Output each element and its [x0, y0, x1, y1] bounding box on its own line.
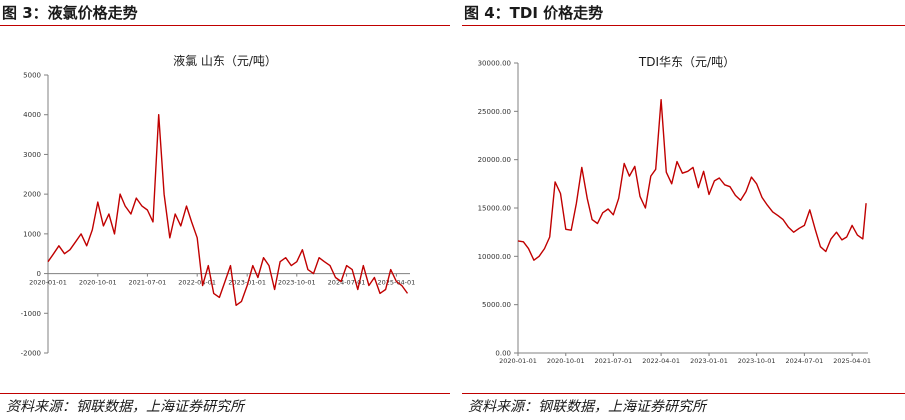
y-tick-label: -2000 — [21, 350, 41, 358]
y-tick-label: 15000.00 — [478, 205, 511, 213]
chart-title: 液氯 山东（元/吨） — [173, 53, 277, 68]
x-tick-label: 2022-04-01 — [178, 279, 216, 287]
series-line — [517, 98, 867, 261]
chart-tdi: TDI华东（元/吨） 0.00 5000.00 10000.00 15000.00 20… — [478, 55, 871, 365]
x-tick-label: 2020-10-01 — [79, 279, 117, 287]
x-tick-label: 2021-07-01 — [594, 357, 632, 365]
x-tick-label: 2023-01-01 — [228, 279, 266, 287]
x-tick-label: 2023-01-01 — [690, 357, 728, 365]
source-note: 资料来源：钢联数据，上海证券研究所 — [6, 399, 244, 415]
x-tick-label: 2020-10-01 — [547, 357, 585, 365]
y-tick-label: 0.00 — [495, 350, 511, 358]
source-note: 资料来源：钢联数据，上海证券研究所 — [468, 399, 706, 415]
figure-4-panel: 图 4：TDI 价格走势 TDI华东（元/吨） 0.00 5000.00 10000… — [462, 0, 905, 420]
x-tick-label: 2020-01-01 — [499, 357, 537, 365]
y-tick-label: 5000 — [23, 72, 41, 80]
x-tick-label: 2024-07-01 — [785, 357, 823, 365]
x-tick-label: 2020-01-01 — [29, 279, 67, 287]
series-line — [47, 113, 409, 306]
figure-3-panel: 图 3：液氯价格走势 液氯 山东（元/吨） -2000 -1000 0 1000 200… — [0, 0, 450, 420]
y-tick-label: 3000 — [23, 151, 41, 159]
chart-liquid-chlorine: 液氯 山东（元/吨） -2000 -1000 0 1000 2000 3000 4000 50… — [21, 53, 416, 358]
x-tick-label: 2023-10-01 — [738, 357, 776, 365]
y-tick-label: 10000.00 — [478, 253, 511, 261]
source-divider — [462, 393, 905, 394]
title-divider — [462, 25, 905, 26]
y-tick-label: 4000 — [23, 111, 41, 119]
chart-title: TDI华东（元/吨） — [638, 55, 735, 69]
x-tick-label: 2022-04-01 — [642, 357, 680, 365]
y-tick-label: -1000 — [21, 310, 41, 318]
figure-title: 图 3：液氯价格走势 — [2, 4, 138, 22]
source-divider — [0, 393, 450, 394]
y-tick-label: 5000.00 — [482, 301, 511, 309]
x-tick-label: 2021-07-01 — [129, 279, 167, 287]
y-tick-label: 30000.00 — [478, 60, 511, 68]
x-tick-label: 2023-10-01 — [278, 279, 316, 287]
y-tick-label: 25000.00 — [478, 108, 511, 116]
x-tick-label: 2024-07-01 — [328, 279, 366, 287]
y-tick-label: 0 — [37, 270, 41, 278]
y-tick-label: 2000 — [23, 191, 41, 199]
x-tick-label: 2025-04-01 — [833, 357, 871, 365]
figure-title: 图 4：TDI 价格走势 — [464, 4, 604, 22]
title-divider — [0, 25, 450, 26]
x-tick-label: 2025-04-01 — [377, 279, 415, 287]
y-tick-label: 20000.00 — [478, 156, 511, 164]
y-tick-label: 1000 — [23, 230, 41, 238]
